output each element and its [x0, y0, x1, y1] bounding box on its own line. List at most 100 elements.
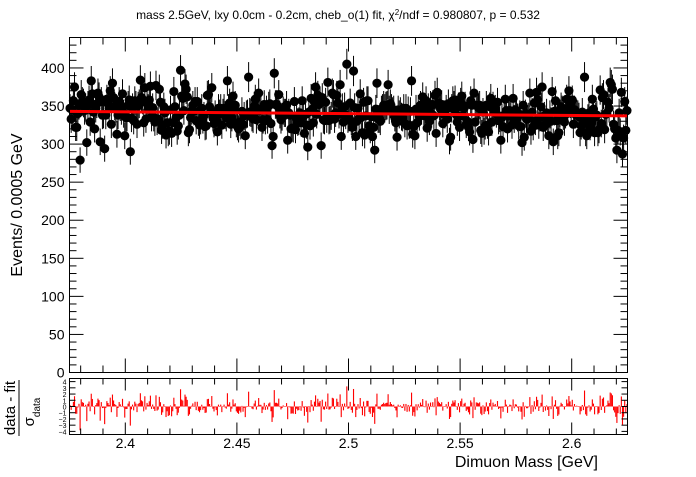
pull-bar: [467, 406, 470, 413]
data-point: [406, 76, 417, 86]
pull-bar: [535, 396, 538, 407]
pull-bar: [190, 406, 192, 409]
data-point: [125, 147, 135, 157]
pull-bar: [319, 401, 321, 407]
pull-bar: [367, 400, 369, 407]
chart-title: mass 2.5GeV, lxy 0.0cm - 0.2cm, cheb_o(1…: [136, 8, 540, 23]
pull-bar: [441, 402, 443, 407]
pull-bar: [249, 406, 251, 407]
data-point: [582, 131, 592, 141]
pull-bar: [104, 406, 106, 425]
pull-bar: [328, 406, 330, 410]
pull-bar: [270, 406, 272, 412]
pull-bar: [296, 406, 298, 409]
pull-bar: [498, 406, 500, 410]
pull-bar: [157, 406, 159, 410]
pull-bar: [421, 404, 423, 407]
data-point: [100, 144, 110, 154]
pull-bar: [365, 406, 367, 408]
pull-bar: [577, 406, 579, 407]
pull-bar: [602, 397, 605, 407]
pull-bar: [333, 406, 336, 409]
pull-bar: [471, 402, 473, 407]
pull-bar: [386, 402, 388, 407]
pull-bar: [464, 402, 466, 407]
pull-bar: [102, 406, 105, 408]
data-point: [169, 86, 179, 97]
pull-bar: [361, 406, 364, 416]
data-point: [432, 87, 442, 97]
pull-bar: [126, 406, 128, 410]
pull-bar: [573, 404, 576, 407]
pull-bar: [299, 406, 301, 407]
pull-bar: [481, 406, 483, 416]
pull-bar: [509, 404, 511, 407]
data-point: [552, 115, 562, 126]
pull-bar: [387, 394, 389, 407]
pull-bar: [183, 405, 185, 407]
pull-bar: [470, 400, 472, 407]
pull-bar: [442, 406, 444, 411]
pull-bar: [454, 400, 456, 407]
pull-bar: [429, 402, 432, 407]
pull-bar: [414, 406, 416, 417]
pull-bar: [404, 406, 406, 411]
pull-bar: [265, 405, 268, 407]
pull-bar: [571, 399, 573, 407]
data-point: [184, 125, 195, 135]
title-suffix: /ndf = 0.980807, p = 0.532: [399, 8, 540, 22]
pull-bar: [254, 400, 256, 407]
pull-bar: [431, 406, 433, 407]
pull-bar: [248, 391, 250, 407]
pull-bar: [260, 404, 262, 407]
data-point: [525, 88, 535, 98]
pull-bar: [316, 406, 318, 407]
pull-bar: [178, 406, 180, 408]
data-point: [72, 122, 82, 132]
pull-bar: [625, 406, 627, 414]
data-point: [316, 141, 326, 151]
pull-bar: [186, 399, 188, 407]
pull-bar: [192, 403, 194, 407]
pull-bar: [560, 402, 562, 407]
data-point: [95, 137, 105, 147]
pull-bar: [394, 406, 396, 409]
data-point: [367, 131, 378, 142]
pull-bar: [550, 406, 552, 410]
pull-bar: [80, 399, 82, 407]
data-point: [554, 128, 564, 138]
data-point: [238, 119, 248, 129]
pull-bar: [242, 406, 244, 412]
pull-bar: [605, 405, 607, 407]
data-point: [559, 117, 570, 127]
pull-bar: [477, 403, 480, 407]
data-point: [297, 96, 307, 106]
data-point: [76, 90, 86, 100]
pull-bar: [162, 406, 164, 413]
pull-bar: [444, 406, 446, 407]
pull-bar: [116, 406, 118, 417]
pull-bar: [222, 406, 224, 407]
pull-bar: [357, 404, 359, 407]
data-point: [289, 96, 299, 107]
pull-bar: [461, 398, 463, 407]
y-tick-label: 50: [49, 326, 65, 342]
data-point: [342, 59, 352, 69]
pull-bar: [330, 406, 332, 408]
pull-bar: [479, 402, 481, 407]
pull-bar: [326, 406, 328, 409]
pull-bar: [436, 397, 438, 407]
pull-bar: [580, 406, 582, 412]
pull-bar: [327, 393, 329, 407]
pull-bar: [358, 406, 360, 409]
pull-bar: [590, 406, 592, 410]
pull-bar: [611, 395, 613, 407]
pull-bar: [82, 402, 85, 407]
pull-bar: [187, 406, 189, 416]
pull-bar: [111, 394, 114, 407]
data-point: [372, 78, 382, 88]
pull-bar: [287, 406, 289, 420]
data-point: [85, 117, 95, 127]
pull-bar: [539, 406, 541, 408]
pull-bar: [392, 405, 394, 407]
